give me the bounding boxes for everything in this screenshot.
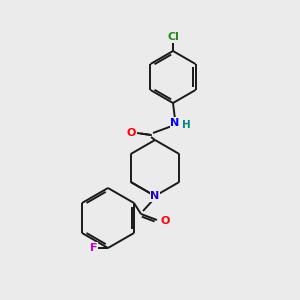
Text: O: O bbox=[160, 216, 170, 226]
Text: O: O bbox=[126, 128, 136, 138]
Text: N: N bbox=[150, 191, 160, 201]
Text: H: H bbox=[182, 120, 190, 130]
Text: F: F bbox=[90, 243, 98, 253]
Text: Cl: Cl bbox=[167, 32, 179, 42]
Text: N: N bbox=[170, 118, 180, 128]
